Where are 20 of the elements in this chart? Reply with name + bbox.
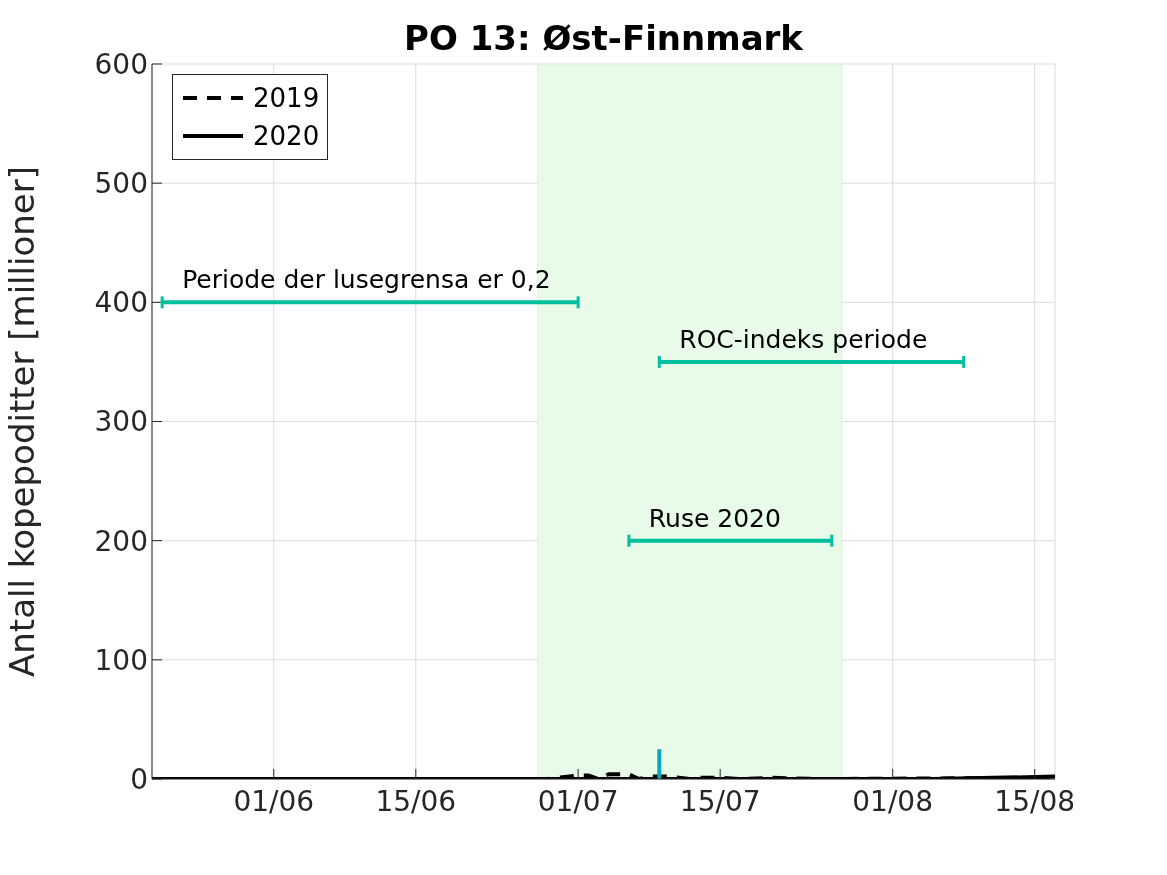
y-tick-label: 200 [94, 524, 148, 558]
y-tick-label: 0 [130, 762, 148, 796]
x-tick-label: 15/07 [679, 784, 761, 818]
y-tick-label: 400 [94, 286, 148, 320]
y-tick-label: 300 [94, 405, 148, 439]
legend-label: 2019 [253, 83, 320, 113]
x-tick-label: 01/07 [537, 784, 619, 818]
series-label: ROC-indeks periode [679, 324, 928, 354]
x-tick-label: 01/06 [233, 784, 315, 818]
x-tick-label: 15/06 [375, 784, 457, 818]
x-tick-label: 15/08 [994, 784, 1076, 818]
y-tick-label: 600 [94, 47, 148, 81]
y-tick-label: 100 [94, 643, 148, 677]
chart-title: PO 13: Øst-Finnmark [403, 18, 804, 58]
legend-label: 2020 [253, 121, 320, 151]
series-label: Periode der lusegrensa er 0,2 [182, 265, 551, 295]
y-axis-title: Antall kopepoditter [millioner] [2, 166, 43, 677]
series-label: Ruse 2020 [648, 503, 781, 533]
x-tick-label: 01/08 [852, 784, 934, 818]
y-tick-label: 500 [94, 167, 148, 201]
